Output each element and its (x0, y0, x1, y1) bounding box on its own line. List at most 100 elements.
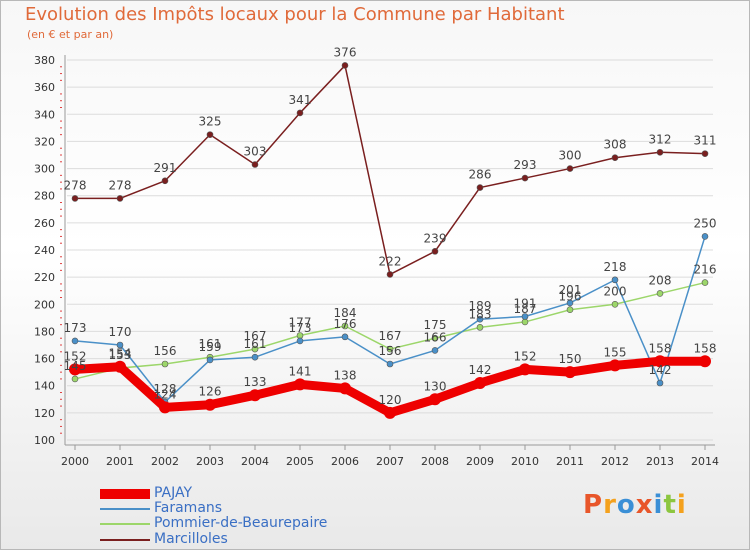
y-tick-label: 260 (34, 217, 55, 230)
data-label: 216 (694, 263, 717, 277)
data-label: 154 (109, 347, 132, 361)
logo-letter: t (663, 490, 677, 520)
data-label: 120 (379, 393, 402, 407)
y-tick-label: 160 (34, 353, 55, 366)
data-label: 166 (424, 330, 447, 344)
y-minor-tick (60, 337, 62, 339)
data-point (249, 389, 261, 402)
data-label: 218 (604, 260, 627, 274)
y-tick-label: 340 (34, 108, 55, 121)
y-minor-tick (60, 398, 62, 400)
data-point (431, 248, 439, 255)
legend-label: Marcilloles (154, 531, 228, 547)
data-label: 158 (694, 341, 717, 355)
y-minor-tick (60, 79, 62, 81)
x-tick-label: 2008 (421, 455, 449, 468)
data-point (294, 378, 306, 391)
data-label: 239 (424, 231, 447, 245)
data-point (204, 398, 216, 411)
data-label: 286 (469, 168, 492, 182)
data-label: 167 (244, 329, 267, 343)
data-point (701, 279, 709, 286)
data-point (521, 174, 529, 182)
logo-letter: i (653, 490, 664, 520)
y-tick-label: 380 (34, 54, 55, 67)
y-tick-label: 280 (34, 190, 55, 203)
data-point (161, 177, 169, 185)
legend-swatch (100, 489, 150, 499)
data-point (341, 322, 349, 330)
y-tick-label: 140 (34, 380, 55, 393)
data-label: 175 (424, 318, 447, 332)
data-label: 159 (199, 340, 222, 354)
data-label: 130 (424, 379, 447, 393)
data-point (431, 334, 439, 342)
x-tick-label: 2007 (376, 455, 404, 468)
data-label: 176 (334, 317, 357, 331)
data-point (656, 148, 664, 156)
y-minor-tick (60, 208, 62, 210)
y-minor-tick (60, 66, 62, 68)
data-label: 167 (379, 329, 402, 343)
data-label: 158 (649, 341, 672, 355)
y-minor-tick (60, 324, 62, 326)
data-label: 152 (514, 349, 537, 363)
x-tick-label: 2002 (151, 455, 179, 468)
data-point (71, 375, 79, 383)
y-tick-label: 120 (34, 407, 55, 420)
legend-swatch (100, 508, 150, 510)
x-tick-label: 2005 (286, 455, 314, 468)
y-minor-tick (60, 371, 62, 373)
data-point (341, 62, 349, 69)
legend-label: PAJAY (154, 485, 193, 501)
y-minor-tick (60, 283, 62, 285)
data-label: 126 (199, 385, 222, 399)
y-minor-tick (60, 419, 62, 421)
data-label: 173 (289, 321, 312, 335)
data-point (384, 406, 396, 419)
y-minor-tick (60, 215, 62, 217)
x-tick-label: 2006 (331, 455, 359, 468)
data-label: 312 (649, 132, 672, 146)
x-tick-label: 2013 (646, 455, 674, 468)
y-minor-tick (60, 392, 62, 393)
y-minor-tick (60, 425, 62, 427)
y-minor-tick (60, 73, 62, 75)
x-tick-label: 2014 (691, 455, 719, 468)
data-point (566, 306, 574, 314)
data-label: 196 (559, 290, 582, 304)
data-point (159, 401, 171, 414)
y-minor-tick (60, 120, 62, 122)
y-minor-tick (60, 229, 62, 231)
data-label: 128 (154, 382, 177, 396)
data-label: 200 (604, 284, 627, 298)
data-label: 124 (154, 387, 177, 401)
y-minor-tick (60, 174, 62, 176)
y-minor-tick (60, 161, 62, 163)
data-label: 187 (514, 302, 537, 316)
data-point (206, 131, 214, 138)
y-minor-tick (60, 269, 62, 271)
data-point (701, 233, 709, 240)
y-tick-label: 240 (34, 244, 55, 257)
data-point (566, 299, 574, 307)
data-point (116, 195, 124, 202)
data-point (609, 359, 621, 372)
y-minor-tick (60, 351, 62, 353)
data-point (71, 337, 79, 345)
data-point (476, 315, 484, 323)
y-tick-label: 200 (34, 298, 55, 311)
data-point (564, 366, 576, 379)
y-minor-tick (60, 242, 62, 244)
data-point (161, 360, 169, 368)
data-label: 156 (154, 344, 177, 358)
data-label: 138 (334, 368, 357, 382)
logo-letter: r (603, 490, 617, 520)
data-label: 250 (694, 216, 717, 230)
data-label: 150 (559, 352, 582, 366)
x-tick-label: 2003 (196, 455, 224, 468)
data-label: 208 (649, 273, 672, 287)
y-minor-tick (60, 432, 62, 434)
